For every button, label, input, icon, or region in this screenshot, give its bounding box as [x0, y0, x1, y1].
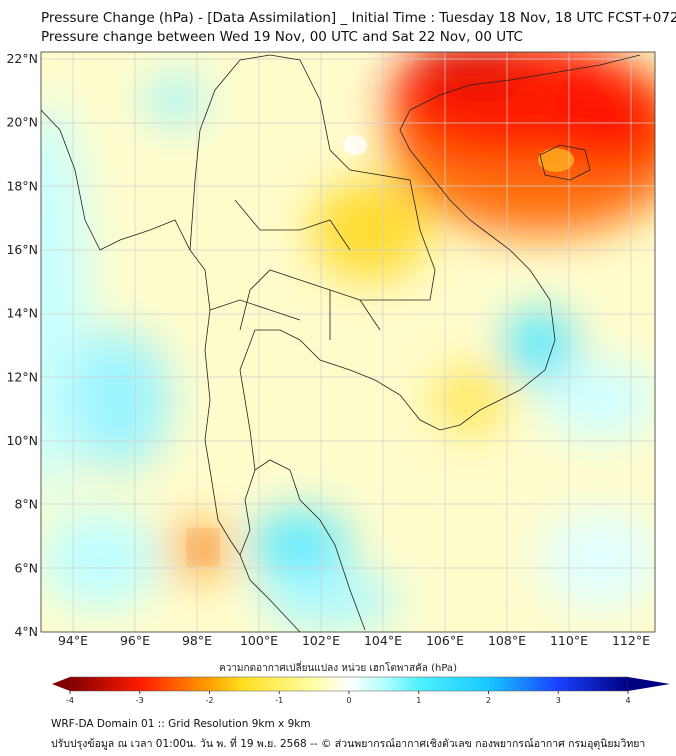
colorbar-tick-label: 3	[556, 696, 561, 705]
lat-label: 6°N	[14, 560, 38, 575]
lat-label: 12°N	[6, 369, 38, 384]
lat-label: 20°N	[6, 115, 38, 130]
colorbar-min-arrow	[52, 677, 70, 691]
colorbar-tick-label: -1	[275, 696, 283, 705]
lat-label: 8°N	[14, 497, 38, 512]
chart-subtitle: Pressure change between Wed 19 Nov, 00 U…	[41, 29, 523, 45]
colorbar-tick-label: 4	[625, 696, 630, 705]
colorbar-tick-label: 2	[486, 696, 491, 705]
pressure-field	[41, 52, 655, 632]
lon-label: 94°E	[58, 633, 88, 648]
lon-label: 98°E	[182, 633, 212, 648]
lat-label: 4°N	[14, 624, 38, 639]
colorbar-title: ความกดอากาศเปลี่ยนแปลง หน่วย เฮกโตพาสคัล…	[219, 663, 457, 674]
lon-label: 100°E	[240, 633, 278, 648]
lat-label: 10°N	[6, 433, 38, 448]
footer-model-info: WRF-DA Domain 01 :: Grid Resolution 9km …	[51, 718, 311, 730]
lon-label: 112°E	[612, 633, 650, 648]
lat-label: 16°N	[6, 242, 38, 257]
colorbar-tick-label: 0	[346, 696, 351, 705]
colorbar-max-arrow	[628, 677, 670, 691]
lat-label: 18°N	[6, 178, 38, 193]
colorbar	[69, 676, 629, 692]
map-frame	[40, 51, 656, 633]
colorbar-tick-label: -3	[136, 696, 144, 705]
colorbar-tick-label: 1	[416, 696, 421, 705]
chart-title: Pressure Change (hPa) - [Data Assimilati…	[41, 10, 676, 26]
lat-label: 22°N	[6, 51, 38, 66]
lon-label: 106°E	[426, 633, 464, 648]
lon-label: 108°E	[488, 633, 526, 648]
lon-label: 102°E	[302, 633, 340, 648]
lon-label: 104°E	[364, 633, 402, 648]
lon-label: 110°E	[550, 633, 588, 648]
colorbar-tick-label: -2	[206, 696, 214, 705]
gridlines	[41, 52, 655, 632]
lat-label: 14°N	[6, 306, 38, 321]
lon-label: 96°E	[120, 633, 150, 648]
colorbar-tick-label: -4	[66, 696, 74, 705]
coastlines	[41, 54, 641, 632]
footer-update-info: ปรับปรุงข้อมูล ณ เวลา 01:00น. วัน พ. ที่…	[51, 738, 646, 750]
